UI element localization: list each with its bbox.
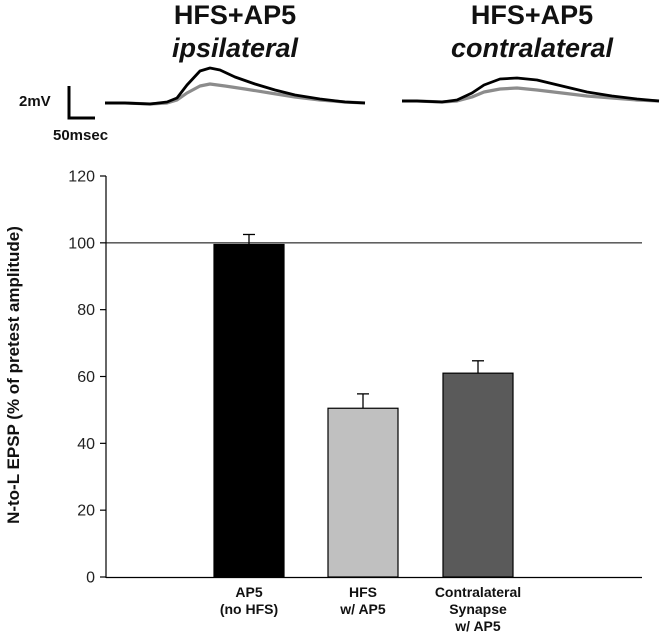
- ipsilateral-posttest-trace: [105, 66, 366, 106]
- bar-1: [213, 243, 285, 578]
- bars: [213, 243, 514, 578]
- contralateral-posttest-trace: [402, 76, 660, 104]
- category-label-1: (no HFS): [220, 601, 278, 617]
- y-tick-label: 100: [68, 235, 95, 252]
- ipsilateral-title-line1: HFS+AP5: [174, 0, 296, 30]
- y-axis-ticks: 0 20 40 60 80 100 120: [68, 169, 106, 587]
- category-label-3: w/ AP5: [454, 618, 501, 634]
- y-axis-label: N-to-L EPSP (% of pretest amplitude): [4, 226, 23, 524]
- ipsilateral-traces: [105, 66, 366, 106]
- bar-3: [442, 372, 514, 578]
- bar-2: [327, 407, 399, 578]
- y-tick-label: 20: [77, 503, 95, 520]
- contralateral-traces: [402, 76, 660, 104]
- category-label-3: Synapse: [449, 601, 507, 617]
- category-label-2: HFS: [349, 584, 377, 600]
- scale-bar-time-label: 50msec: [53, 127, 108, 144]
- y-tick-label: 0: [86, 570, 95, 587]
- y-tick-label: 120: [68, 169, 95, 186]
- contralateral-title-line1: HFS+AP5: [471, 0, 593, 30]
- y-tick-label: 40: [77, 436, 95, 453]
- bar-chart: N-to-L EPSP (% of pretest amplitude) 0 20…: [4, 169, 642, 634]
- scale-bar-voltage-label: 2mV: [19, 93, 51, 110]
- trace-panel-contralateral: HFS+AP5 contralateral: [402, 0, 660, 104]
- category-label-1: AP5: [235, 584, 262, 600]
- category-label-3: Contralateral: [435, 584, 521, 600]
- error-bars: [243, 233, 484, 409]
- y-tick-label: 60: [77, 369, 95, 386]
- scale-bar: 2mV 50msec: [19, 86, 108, 144]
- contralateral-control-trace: [402, 86, 660, 104]
- ipsilateral-title-line2: ipsilateral: [172, 33, 299, 63]
- contralateral-title-line2: contralateral: [451, 33, 614, 63]
- y-tick-label: 80: [77, 302, 95, 319]
- trace-panel-ipsilateral: HFS+AP5 ipsilateral: [105, 0, 366, 106]
- category-label-2: w/ AP5: [339, 601, 386, 617]
